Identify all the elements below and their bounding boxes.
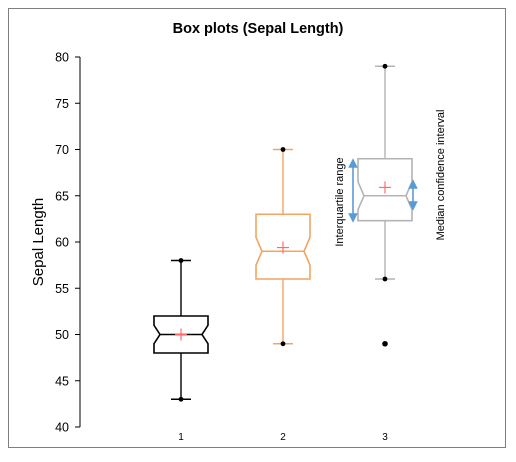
x-tick-label: 2 <box>280 432 286 443</box>
y-tick-label: 70 <box>55 143 69 157</box>
y-tick-label: 60 <box>55 236 69 250</box>
chart-title: Box plots (Sepal Length) <box>173 21 344 37</box>
y-axis-label: Sepal Length <box>30 198 47 286</box>
whisker-end-point <box>382 276 388 282</box>
box-3 <box>357 63 413 347</box>
box-1 <box>153 258 209 402</box>
whisker-end-point <box>178 396 184 402</box>
x-tick-label: 3 <box>382 432 388 443</box>
x-tick-label: 1 <box>178 432 184 443</box>
median-ci-annotation: Median confidence interval <box>435 110 447 241</box>
box-2 <box>255 147 311 347</box>
y-tick-label: 50 <box>55 328 69 342</box>
x-ticks: 1 2 3 <box>178 432 388 443</box>
outlier-point <box>382 340 388 347</box>
y-tick-label: 40 <box>55 421 69 435</box>
whisker-end-point <box>280 147 286 152</box>
y-tick-label: 65 <box>55 189 69 203</box>
y-tick-label: 55 <box>55 282 69 296</box>
y-ticks: 40 45 50 55 60 65 70 75 80 <box>55 51 80 435</box>
y-tick-label: 80 <box>55 51 69 65</box>
whisker-end-point <box>382 63 388 69</box>
iqr-annotation: Interquartile range <box>334 157 346 246</box>
boxes <box>153 63 413 402</box>
whisker-end-point <box>280 341 286 347</box>
whisker-end-point <box>178 258 184 263</box>
y-tick-label: 75 <box>55 97 69 111</box>
y-tick-label: 45 <box>55 374 69 388</box>
